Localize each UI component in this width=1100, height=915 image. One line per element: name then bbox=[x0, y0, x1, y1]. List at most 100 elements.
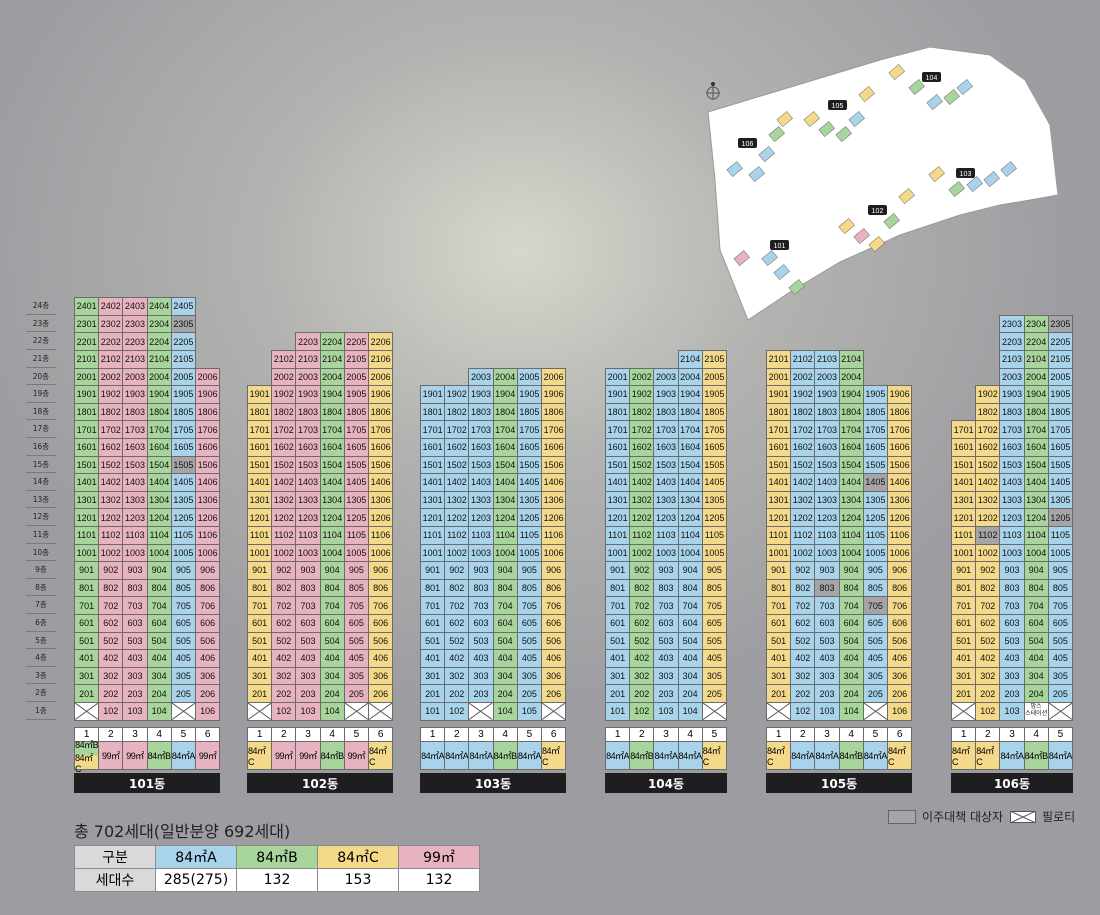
unit-cell: 1606 bbox=[368, 438, 394, 457]
unit-cell: 1201 bbox=[605, 508, 631, 527]
floor-label: 11층 bbox=[26, 526, 56, 544]
unit-cell: 506 bbox=[368, 631, 394, 651]
unit-cell: 1904 bbox=[319, 385, 345, 404]
unit-cell: 703 bbox=[122, 596, 148, 615]
unit-type-label: 84㎡A bbox=[999, 741, 1025, 770]
unit-cell: 803 bbox=[653, 578, 679, 598]
site-building-segment bbox=[803, 111, 820, 128]
unit-cell: 404 bbox=[492, 649, 518, 668]
unit-cell: 1203 bbox=[122, 508, 148, 527]
unit-cell: 1305 bbox=[1047, 490, 1073, 510]
floor-label: 13층 bbox=[26, 491, 56, 509]
unit-cell: 2005 bbox=[516, 367, 542, 387]
unit-cell: 1101 bbox=[766, 526, 792, 545]
unit-cell: 1204 bbox=[1023, 508, 1049, 527]
unit-cell: 302 bbox=[98, 666, 124, 686]
unit-cell: 1705 bbox=[1047, 420, 1073, 439]
unit-cell: 2004 bbox=[1023, 367, 1049, 387]
line-number: 6 bbox=[887, 727, 913, 742]
unit-cell: 201 bbox=[420, 684, 446, 703]
unit-cell: 1406 bbox=[541, 473, 567, 492]
unit-cell: 1805 bbox=[1047, 402, 1073, 422]
unit-cell: 402 bbox=[629, 649, 655, 668]
unit-cell: 801 bbox=[247, 578, 273, 598]
unit-cell: 506 bbox=[887, 631, 913, 651]
unit-cell: 103 bbox=[295, 702, 321, 721]
unit-cell: 1903 bbox=[468, 385, 494, 404]
unit-cell: 801 bbox=[951, 578, 977, 598]
unit-cell: 1301 bbox=[74, 490, 100, 510]
unit-cell: 1005 bbox=[862, 543, 888, 563]
unit-cell: 104 bbox=[146, 702, 172, 721]
unit-cell: 305 bbox=[701, 666, 727, 686]
unit-cell: 1601 bbox=[420, 438, 446, 457]
unit-cell: 1204 bbox=[319, 508, 345, 527]
unit-cell: 206 bbox=[887, 684, 913, 703]
unit-cell: 706 bbox=[195, 596, 221, 615]
unit-cell: 805 bbox=[1047, 578, 1073, 598]
unit-cell: 1604 bbox=[677, 438, 703, 457]
unit-cell: 1403 bbox=[295, 473, 321, 492]
unit-cell: 1302 bbox=[444, 490, 470, 510]
unit-cell: 1205 bbox=[170, 508, 196, 527]
unit-cell: 905 bbox=[516, 561, 542, 580]
unit-cell: 1504 bbox=[492, 455, 518, 475]
unit-cell: 603 bbox=[295, 614, 321, 633]
unit-cell: 905 bbox=[343, 561, 369, 580]
unit-cell: 1902 bbox=[98, 385, 124, 404]
unit-cell: 402 bbox=[444, 649, 470, 668]
unit-cell: 903 bbox=[999, 561, 1025, 580]
unit-cell: 602 bbox=[98, 614, 124, 633]
unit-cell: 803 bbox=[468, 578, 494, 598]
unit-cell: 203 bbox=[122, 684, 148, 703]
unit-cell: 604 bbox=[1023, 614, 1049, 633]
unit-type-label: 84㎡C bbox=[887, 741, 913, 770]
unit-cell: 2303 bbox=[999, 314, 1025, 334]
unit-cell: 104 bbox=[838, 702, 864, 721]
type-text: 84㎡A bbox=[654, 751, 678, 761]
pilotis-cell bbox=[701, 702, 727, 721]
unit-cell: 1202 bbox=[975, 508, 1001, 527]
floor-label: 16층 bbox=[26, 438, 56, 456]
unit-cell: 1803 bbox=[468, 402, 494, 422]
unit-cell: 2204 bbox=[1023, 332, 1049, 351]
unit-cell: 203 bbox=[295, 684, 321, 703]
building-name: 106동 bbox=[951, 773, 1073, 793]
unit-cell: 1106 bbox=[368, 526, 394, 545]
unit-cell: 902 bbox=[271, 561, 297, 580]
unit-cell: 901 bbox=[951, 561, 977, 580]
site-building-segment bbox=[788, 279, 805, 296]
unit-cell: 502 bbox=[629, 631, 655, 651]
unit-cell: 901 bbox=[247, 561, 273, 580]
unit-cell: 1802 bbox=[975, 402, 1001, 422]
type-text: 84㎡C bbox=[952, 746, 970, 767]
unit-cell: 1705 bbox=[170, 420, 196, 439]
unit-cell: 601 bbox=[247, 614, 273, 633]
unit-cell: 904 bbox=[1023, 561, 1049, 580]
unit-cell: 1505 bbox=[701, 455, 727, 475]
unit-cell: 1003 bbox=[814, 543, 840, 563]
summary-table: 구분 84㎡A 84㎡B 84㎡C 99㎡ 세대수 285(275) 132 1… bbox=[74, 845, 480, 892]
svg-text:102: 102 bbox=[872, 208, 884, 215]
site-building-segment bbox=[758, 146, 775, 163]
unit-cell: 805 bbox=[701, 578, 727, 598]
line-number: 1 bbox=[766, 727, 792, 742]
pilotis-cell bbox=[343, 702, 369, 721]
unit-cell: 603 bbox=[653, 614, 679, 633]
unit-cell: 102 bbox=[629, 702, 655, 721]
unit-cell: 102 bbox=[98, 702, 124, 721]
unit-cell: 1303 bbox=[653, 490, 679, 510]
unit-cell: 702 bbox=[98, 596, 124, 615]
unit-cell: 1802 bbox=[271, 402, 297, 422]
type-text: 84㎡A bbox=[606, 751, 630, 761]
unit-cell: 705 bbox=[1047, 596, 1073, 615]
summary-count-c: 153 bbox=[317, 868, 399, 892]
unit-cell: 1806 bbox=[887, 402, 913, 422]
unit-cell: 803 bbox=[295, 578, 321, 598]
unit-cell: 402 bbox=[271, 649, 297, 668]
unit-cell: 505 bbox=[1047, 631, 1073, 651]
unit-cell: 2304 bbox=[1023, 314, 1049, 334]
unit-cell: 1603 bbox=[295, 438, 321, 457]
unit-cell: 1804 bbox=[677, 402, 703, 422]
unit-cell: 2103 bbox=[295, 350, 321, 369]
